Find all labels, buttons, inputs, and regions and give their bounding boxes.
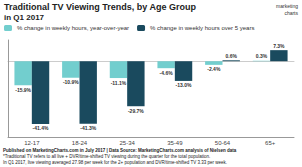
svg-text:*Traditional TV refers to all: *Traditional TV refers to all live + DVR…: [3, 154, 210, 159]
svg-text:-4.6%: -4.6%: [160, 70, 174, 76]
svg-text:-10.9%: -10.9%: [63, 79, 79, 85]
svg-text:-29.7%: -29.7%: [128, 108, 144, 114]
svg-text:35-49: 35-49: [167, 140, 183, 146]
svg-text:7.3%: 7.3%: [273, 43, 285, 49]
svg-text:in Q1 2017: in Q1 2017: [4, 13, 45, 22]
svg-text:Traditional TV Viewing Trends,: Traditional TV Viewing Trends, by Age Gr…: [4, 2, 197, 12]
svg-text:0.3%: 0.3%: [256, 53, 268, 59]
svg-text:-41.4%: -41.4%: [33, 125, 49, 131]
svg-text:marketing: marketing: [276, 3, 298, 9]
svg-text:% change in weekly hours over: % change in weekly hours over 5 years: [150, 25, 254, 31]
svg-text:25-34: 25-34: [119, 140, 135, 146]
svg-text:-2.4%: -2.4%: [207, 66, 221, 72]
svg-text:charts: charts: [284, 10, 298, 16]
svg-text:In Q1 2017, live viewing avera: In Q1 2017, live viewing averaged 27.98 …: [3, 160, 227, 165]
svg-text:% change in weekly hours, year: % change in weekly hours, year-over-year: [17, 25, 129, 31]
svg-text:-11.1%: -11.1%: [111, 80, 127, 86]
svg-text:50-64: 50-64: [215, 140, 231, 146]
svg-text:0.6%: 0.6%: [225, 53, 237, 59]
svg-text:65+: 65+: [265, 140, 276, 146]
svg-text:Published on MarketingCharts.c: Published on MarketingCharts.com in July…: [3, 148, 237, 153]
svg-text:-13.0%: -13.0%: [176, 82, 192, 88]
svg-text:12-17: 12-17: [24, 140, 40, 146]
svg-text:-15.9%: -15.9%: [15, 87, 31, 93]
svg-text:18-24: 18-24: [72, 140, 88, 146]
svg-text:-41.3%: -41.3%: [80, 125, 96, 131]
